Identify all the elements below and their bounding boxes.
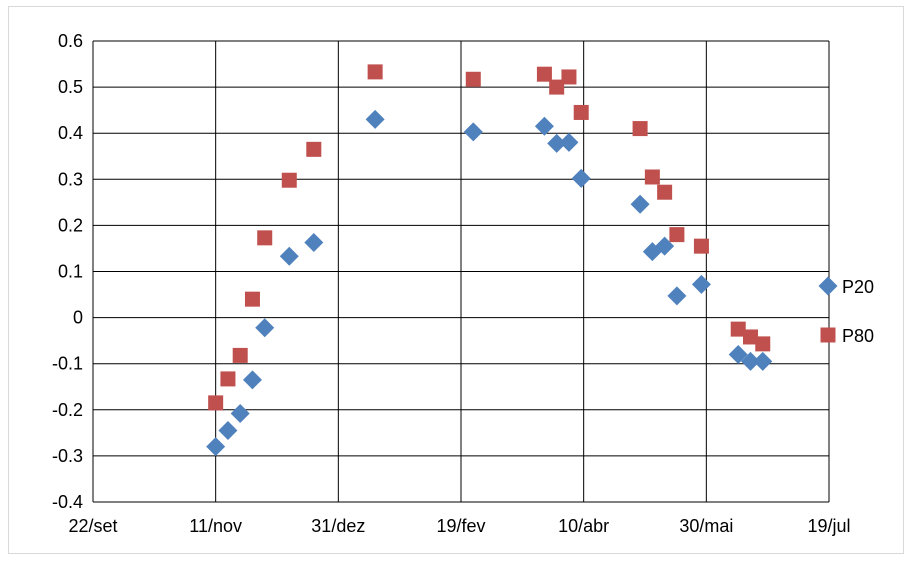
- p80-point: [755, 336, 771, 352]
- x-tick-label: 10/abr: [558, 516, 609, 536]
- p80-point: [208, 395, 224, 411]
- p80-point: [465, 71, 481, 87]
- p20-point: [255, 318, 275, 338]
- p80-point: [367, 64, 383, 80]
- p20-point: [571, 168, 591, 188]
- legend-marker-p80: [820, 327, 836, 343]
- p80-point: [220, 371, 236, 387]
- axes: [92, 41, 829, 503]
- legend-label-p80: P80: [842, 326, 874, 346]
- p20-point: [630, 194, 650, 214]
- p20-point: [218, 421, 238, 441]
- y-tick-label: 0: [73, 308, 83, 328]
- scatter-chart: 0.6 0.5 0.4 0.3 0.2 0.1 0 -0.1 -0.2 -0.3 -0.4 22/s…: [52, 31, 874, 536]
- y-tick-labels: 0.6 0.5 0.4 0.3 0.2 0.1 0 -0.1 -0.2 -0.3 -0.4: [52, 31, 83, 512]
- p80-point: [644, 169, 660, 185]
- legend: P20 P80: [818, 276, 874, 346]
- y-tick-label: 0.4: [58, 123, 83, 143]
- y-tick-label: 0.2: [58, 215, 83, 235]
- x-tick-label: 30/mai: [679, 516, 733, 536]
- p80-point: [281, 172, 297, 188]
- p20-point: [667, 286, 687, 306]
- y-tick-label: 0.6: [58, 31, 83, 51]
- y-tick-label: -0.1: [52, 354, 83, 374]
- p20-point: [279, 246, 299, 266]
- y-tick-label: -0.3: [52, 446, 83, 466]
- p20-point: [547, 133, 567, 153]
- p20-point: [655, 236, 675, 256]
- p80-point: [561, 69, 577, 85]
- y-tick-label: 0.3: [58, 169, 83, 189]
- p20-point: [728, 344, 748, 364]
- data-points: [206, 64, 773, 457]
- x-tick-label: 19/jul: [807, 516, 850, 536]
- x-tick-labels: 22/set 11/nov 31/dez 19/fev 10/abr 30/mai 19/j…: [68, 516, 850, 536]
- p20-point: [691, 274, 711, 294]
- chart-frame: 0.6 0.5 0.4 0.3 0.2 0.1 0 -0.1 -0.2 -0.3 -0.4 22/s…: [8, 6, 904, 554]
- y-tick-label: 0.1: [58, 262, 83, 282]
- p20-point: [534, 116, 554, 136]
- x-tick-label: 22/set: [68, 516, 117, 536]
- p80-point: [244, 291, 260, 307]
- x-tick-label: 31/dez: [311, 516, 365, 536]
- p80-point: [232, 347, 248, 363]
- x-tick-label: 11/nov: [189, 516, 242, 536]
- p20-point: [753, 351, 773, 371]
- p80-point: [536, 66, 552, 82]
- p80-point: [669, 227, 685, 243]
- p80-point: [632, 121, 648, 137]
- p20-point: [365, 109, 385, 129]
- p80-point: [573, 104, 589, 120]
- p80-point: [730, 321, 746, 337]
- p20-point: [206, 437, 226, 457]
- p80-point: [257, 230, 273, 246]
- y-tick-label: -0.2: [52, 400, 83, 420]
- p20-point: [463, 122, 483, 142]
- x-tick-label: 19/fev: [436, 516, 485, 536]
- gridlines: [92, 40, 830, 503]
- p20-point: [304, 232, 324, 252]
- p80-point: [693, 238, 709, 254]
- p80-point: [549, 79, 565, 95]
- y-tick-label: 0.5: [58, 77, 83, 97]
- p20-point: [242, 370, 262, 390]
- p20-point: [740, 351, 760, 371]
- legend-marker-p20: [818, 276, 838, 296]
- p20-point: [230, 403, 250, 423]
- p80-point: [657, 184, 673, 200]
- p80-point: [306, 141, 322, 157]
- y-tick-label: -0.4: [52, 492, 83, 512]
- p20-point: [559, 132, 579, 152]
- legend-label-p20: P20: [842, 277, 874, 297]
- p80-point: [742, 329, 758, 345]
